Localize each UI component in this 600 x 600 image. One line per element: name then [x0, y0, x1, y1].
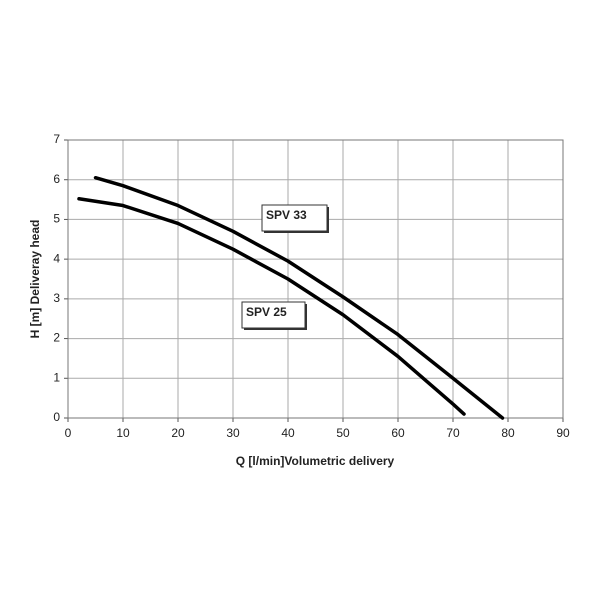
- y-tick-label: 5: [53, 212, 60, 226]
- series-label-box: [241, 301, 306, 329]
- x-tick-label: 0: [65, 426, 72, 440]
- y-tick-label: 4: [53, 251, 60, 265]
- x-tick-label: 40: [281, 426, 295, 440]
- x-tick-label: 10: [116, 426, 130, 440]
- x-tick-label: 20: [171, 426, 185, 440]
- x-axis-title: Q [l/min]Volumetric delivery: [236, 454, 395, 468]
- x-tick-label: 90: [556, 426, 570, 440]
- y-tick-label: 2: [53, 331, 60, 345]
- y-axis-title: H [m] Deliveray head: [28, 220, 42, 339]
- x-tick-label: 60: [391, 426, 405, 440]
- x-tick-label: 70: [446, 426, 460, 440]
- y-tick-label: 1: [53, 370, 60, 384]
- x-tick-label: 80: [501, 426, 515, 440]
- x-tick-label: 30: [226, 426, 240, 440]
- series-label: SPV 33: [266, 208, 307, 222]
- series-line: [93, 175, 505, 420]
- series-label: SPV 25: [246, 305, 287, 319]
- series-line: [77, 197, 466, 416]
- series-label-box: [261, 204, 328, 232]
- y-tick-label: 0: [53, 410, 60, 424]
- y-tick-label: 3: [53, 291, 60, 305]
- x-tick-label: 50: [336, 426, 350, 440]
- plot-frame: [67, 139, 564, 419]
- y-tick-label: 6: [53, 172, 60, 186]
- y-tick-label: 7: [53, 132, 60, 146]
